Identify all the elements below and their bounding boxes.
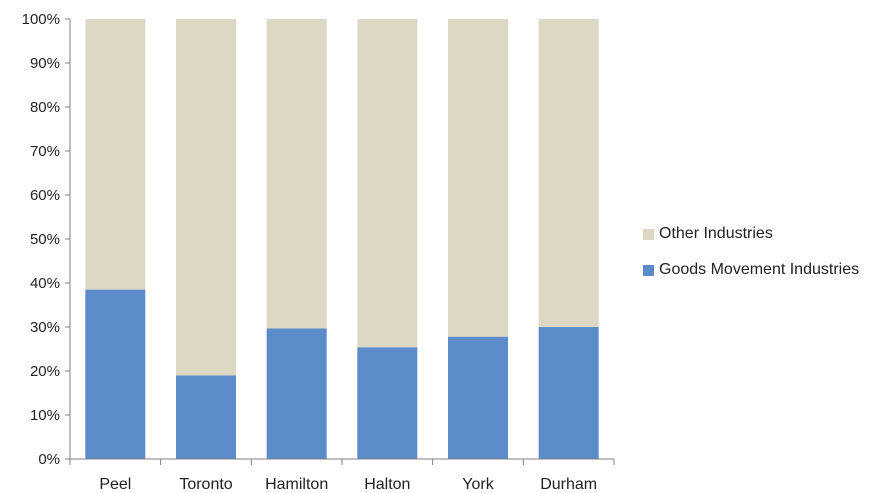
legend-label-goods: Goods Movement Industries <box>659 261 860 278</box>
y-tick-label: 60% <box>30 187 60 204</box>
y-tick-label: 70% <box>30 143 60 160</box>
legend: Other Industries Goods Movement Industri… <box>643 224 859 296</box>
y-tick-label: 20% <box>30 363 60 380</box>
x-tick-label-york: York <box>462 476 494 493</box>
y-tick-label: 100% <box>22 11 60 28</box>
y-tick-label: 90% <box>30 55 60 72</box>
bar-other-hamilton <box>266 19 327 329</box>
x-tick-label-toronto: Toronto <box>179 476 232 493</box>
bar-goods-halton <box>357 347 418 459</box>
bar-goods-peel <box>85 289 146 459</box>
bar-other-halton <box>357 19 418 348</box>
legend-swatch-other <box>643 228 654 240</box>
bar-goods-toronto <box>176 375 236 459</box>
bar-other-toronto <box>176 19 236 376</box>
bar-goods-durham <box>538 327 599 459</box>
x-tick-labels: Peel Toronto Hamilton Halton York Durham <box>99 476 597 493</box>
y-tick-label: 10% <box>30 407 60 424</box>
axes-group <box>65 18 615 465</box>
legend-item-other: Other Industries <box>643 224 859 244</box>
bar-other-york <box>448 19 508 337</box>
x-tick-label-peel: Peel <box>99 476 131 493</box>
legend-swatch-goods <box>643 264 654 276</box>
y-tick-label: 30% <box>30 319 60 336</box>
legend-label-other: Other Industries <box>659 225 773 242</box>
y-tick-label: 50% <box>30 231 60 248</box>
y-tick-label: 0% <box>38 451 60 468</box>
x-tick-label-durham: Durham <box>540 476 597 493</box>
bars-group <box>85 19 599 459</box>
legend-item-goods: Goods Movement Industries <box>643 260 859 280</box>
x-tick-label-hamilton: Hamilton <box>265 476 328 493</box>
y-tick-label: 40% <box>30 275 60 292</box>
bar-other-peel <box>85 19 146 290</box>
x-tick-label-halton: Halton <box>364 476 410 493</box>
bar-goods-york <box>448 336 508 459</box>
y-tick-label: 80% <box>30 99 60 116</box>
bar-goods-hamilton <box>266 328 327 459</box>
y-tick-labels: 0% 10% 20% 30% 40% 50% 60% 70% 80% 90% 100% <box>22 11 60 468</box>
bar-other-durham <box>538 19 599 327</box>
